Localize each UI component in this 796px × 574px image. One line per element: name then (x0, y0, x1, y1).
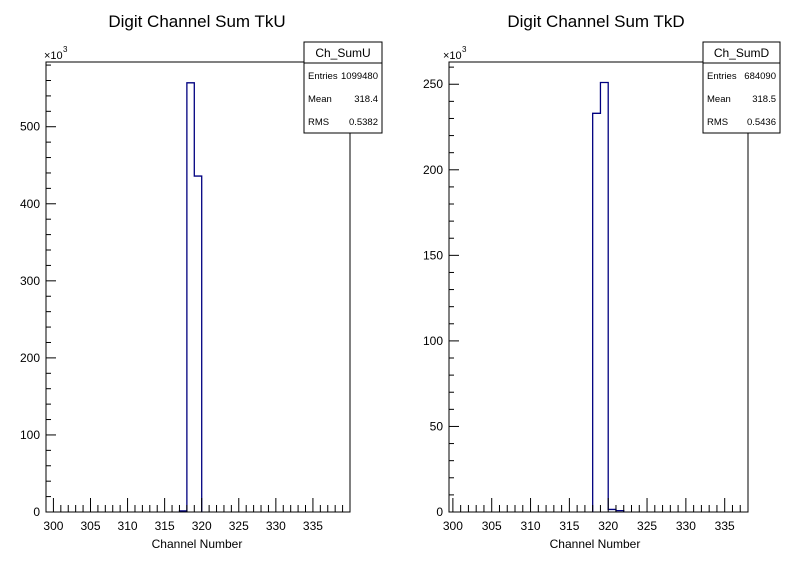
stats-value: 1099480 (341, 71, 378, 82)
stats-label: Mean (707, 94, 731, 105)
histogram-bin (600, 83, 608, 512)
histogram-bin (187, 83, 194, 512)
stats-box-name: Ch_SumD (714, 46, 770, 60)
histogram-bin (593, 113, 601, 512)
x-tick-label: 305 (80, 519, 100, 533)
x-tick-label: 330 (266, 519, 286, 533)
y-tick-label: 0 (436, 505, 443, 519)
x-tick-label: 310 (118, 519, 138, 533)
x-tick-label: 315 (559, 519, 579, 533)
stats-label: Mean (308, 94, 332, 105)
histogram-bin (194, 176, 201, 512)
stats-value: 0.5382 (349, 117, 378, 128)
stats-value: 318.4 (354, 94, 378, 105)
y-tick-label: 200 (423, 163, 443, 177)
stats-box-frame (702, 41, 781, 134)
x-tick-label: 320 (192, 519, 212, 533)
x-tick-label: 335 (303, 519, 323, 533)
stats-box-frame (303, 41, 383, 134)
stats-box: Ch_SumU Entries 1099480 Mean 318.4 RMS 0.5382 (303, 41, 383, 134)
stats-box-name: Ch_SumU (315, 46, 370, 60)
x-tick-label: 325 (229, 519, 249, 533)
y-tick-label: 100 (20, 428, 40, 442)
x-tick-label: 300 (443, 519, 463, 533)
y-axis-multiplier-exponent: 3 (63, 45, 68, 54)
histogram-outline (592, 81, 625, 512)
y-axis-multiplier-exponent: 3 (462, 45, 467, 54)
y-tick-label: 50 (430, 419, 444, 433)
x-tick-label: 335 (715, 519, 735, 533)
y-tick-label: 0 (33, 505, 40, 519)
x-tick-label: 330 (676, 519, 696, 533)
chart-title: Digit Channel Sum TkU (108, 12, 285, 31)
x-tick-label: 325 (637, 519, 657, 533)
stats-label: Entries (707, 71, 737, 82)
y-tick-label: 300 (20, 274, 40, 288)
x-axis-label: Channel Number (152, 537, 243, 551)
y-tick-label: 200 (20, 351, 40, 365)
x-tick-label: 310 (521, 519, 541, 533)
x-tick-label: 305 (482, 519, 502, 533)
y-tick-label: 250 (423, 77, 443, 91)
histogram-panel-1: Digit Channel Sum TkU 300 305 310 315 320 325 3… (20, 12, 383, 551)
stats-box: Ch_SumD Entries 684090 Mean 318.5 RMS 0.5436 (702, 41, 781, 134)
x-tick-label: 300 (43, 519, 63, 533)
x-tick-label: 320 (598, 519, 618, 533)
stats-label: RMS (707, 117, 728, 128)
y-tick-label: 500 (20, 120, 40, 134)
histogram-outline (178, 82, 203, 512)
y-tick-label: 100 (423, 334, 443, 348)
stats-label: Entries (308, 71, 338, 82)
y-axis-multiplier: ×10 (443, 50, 462, 62)
plot-frame (448, 61, 749, 513)
stats-value: 0.5436 (747, 117, 776, 128)
chart-title: Digit Channel Sum TkD (507, 12, 684, 31)
x-tick-label: 315 (155, 519, 175, 533)
stats-value: 684090 (744, 71, 776, 82)
y-tick-label: 150 (423, 248, 443, 262)
y-tick-label: 400 (20, 197, 40, 211)
x-axis-label: Channel Number (550, 537, 641, 551)
plot-frame (45, 61, 351, 513)
histogram-panel-2: Digit Channel Sum TkD 300 305 310 315 320 325 3… (423, 12, 781, 551)
y-axis-multiplier: ×10 (44, 50, 63, 62)
stats-value: 318.5 (752, 94, 776, 105)
stats-label: RMS (308, 117, 329, 128)
